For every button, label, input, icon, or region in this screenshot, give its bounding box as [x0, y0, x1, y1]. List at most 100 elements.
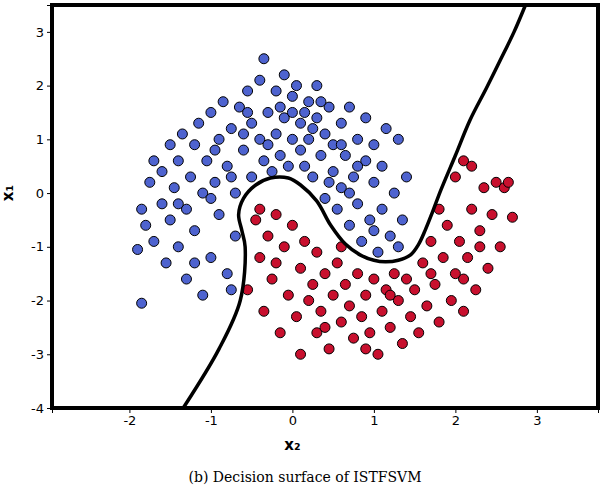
- point: [271, 129, 281, 139]
- point: [373, 349, 383, 359]
- point: [206, 107, 216, 117]
- point: [357, 312, 367, 322]
- point: [287, 91, 297, 101]
- tick-label: -1: [205, 413, 218, 428]
- point: [410, 285, 420, 295]
- tick-label: 2: [36, 78, 44, 93]
- point: [344, 102, 354, 112]
- point: [296, 118, 306, 128]
- point: [483, 263, 493, 273]
- tick-label: 0: [289, 413, 297, 428]
- point: [454, 236, 464, 246]
- point: [275, 328, 285, 338]
- point-group: [133, 54, 412, 308]
- point: [222, 269, 232, 279]
- point: [357, 236, 367, 246]
- point: [401, 172, 411, 182]
- point: [385, 290, 395, 300]
- point: [259, 306, 269, 316]
- point: [263, 107, 273, 117]
- point: [304, 97, 314, 107]
- point: [169, 183, 179, 193]
- point: [344, 301, 354, 311]
- tick-label: -1: [31, 239, 44, 254]
- point: [177, 129, 187, 139]
- point: [422, 301, 432, 311]
- point: [430, 279, 440, 289]
- point: [210, 145, 220, 155]
- point: [450, 172, 460, 182]
- point: [226, 285, 236, 295]
- point: [218, 97, 228, 107]
- point: [239, 129, 249, 139]
- tick-label: 1: [370, 413, 378, 428]
- point: [300, 236, 310, 246]
- point: [475, 226, 485, 236]
- point: [479, 183, 489, 193]
- point: [344, 188, 354, 198]
- point: [418, 258, 428, 268]
- point: [308, 124, 318, 134]
- point: [336, 317, 346, 327]
- point: [190, 226, 200, 236]
- point: [275, 102, 285, 112]
- point: [255, 253, 265, 263]
- point: [267, 274, 277, 284]
- point: [361, 290, 371, 300]
- point: [438, 253, 448, 263]
- point: [259, 54, 269, 64]
- point: [194, 118, 204, 128]
- point: [434, 317, 444, 327]
- point: [287, 134, 297, 144]
- point: [377, 204, 387, 214]
- point: [173, 156, 183, 166]
- point: [393, 242, 403, 252]
- point: [206, 193, 216, 203]
- point: [279, 242, 289, 252]
- tick: 3: [533, 408, 541, 428]
- point: [459, 274, 469, 284]
- point: [446, 296, 456, 306]
- point: [137, 298, 147, 308]
- point: [353, 199, 363, 209]
- point: [186, 172, 196, 182]
- point: [401, 274, 411, 284]
- chart: -2-10123-4-3-2-10123x₂x₁(b) Decision sur…: [0, 0, 600, 490]
- tick-label: 0: [36, 186, 44, 201]
- point: [304, 134, 314, 144]
- point: [308, 172, 318, 182]
- point: [173, 199, 183, 209]
- point: [495, 242, 505, 252]
- point: [349, 333, 359, 343]
- point: [145, 177, 155, 187]
- point: [198, 290, 208, 300]
- point: [230, 188, 240, 198]
- point: [414, 328, 424, 338]
- point: [397, 215, 407, 225]
- point: [133, 244, 143, 254]
- point: [263, 231, 273, 241]
- tick-label: -2: [31, 293, 44, 308]
- point: [316, 306, 326, 316]
- tick: -1: [205, 408, 218, 428]
- x-axis-title: x₂: [284, 436, 300, 454]
- y-axis: -4-3-2-10123: [31, 6, 52, 416]
- point: [349, 172, 359, 182]
- tick: 1: [370, 408, 378, 428]
- tick: 1: [36, 132, 52, 147]
- point: [365, 215, 375, 225]
- point: [214, 134, 224, 144]
- tick: -2: [31, 293, 52, 308]
- point: [275, 150, 285, 160]
- point: [406, 312, 416, 322]
- point: [377, 161, 387, 171]
- point: [259, 156, 269, 166]
- point: [206, 253, 216, 263]
- point: [251, 215, 261, 225]
- x-axis: -2-10123: [53, 408, 599, 428]
- point: [467, 161, 477, 171]
- point: [369, 226, 379, 236]
- point: [320, 269, 330, 279]
- point: [296, 145, 306, 155]
- point: [397, 339, 407, 349]
